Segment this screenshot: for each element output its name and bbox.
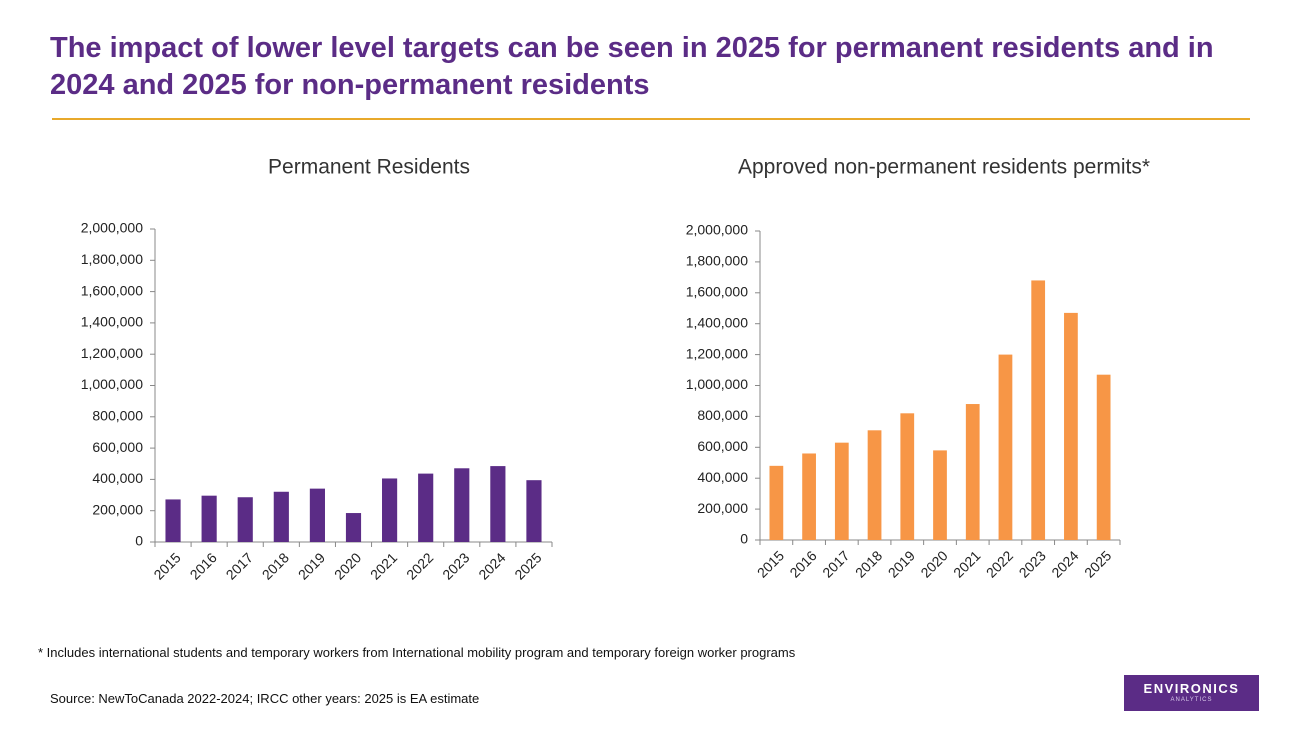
y-tick-label: 1,000,000: [81, 376, 143, 392]
x-tick-label: 2016: [786, 547, 819, 580]
x-tick-label: 2017: [223, 549, 256, 582]
bar: [526, 480, 542, 542]
bar: [867, 430, 882, 540]
x-tick-label: 2017: [819, 547, 852, 580]
bar: [802, 453, 816, 540]
y-tick-label: 0: [135, 533, 143, 549]
y-tick-label: 1,800,000: [81, 251, 143, 267]
x-tick-label: 2018: [852, 547, 885, 580]
x-tick-label: 2023: [439, 549, 472, 582]
y-tick-label: 800,000: [697, 407, 748, 423]
bar: [165, 499, 181, 542]
divider: [52, 118, 1250, 120]
y-tick-label: 200,000: [697, 500, 748, 516]
bar: [1031, 280, 1046, 540]
bar: [418, 473, 434, 542]
x-tick-label: 2021: [367, 549, 400, 582]
bar: [454, 468, 470, 542]
x-tick-label: 2024: [475, 549, 508, 582]
logo-tagline: ANALYTICS: [1170, 697, 1213, 703]
x-tick-label: 2020: [331, 549, 364, 582]
y-tick-label: 200,000: [92, 501, 143, 517]
logo: ENVIRONICS ANALYTICS: [1124, 675, 1259, 711]
x-tick-label: 2022: [403, 549, 436, 582]
bar: [900, 413, 915, 540]
bar: [1096, 374, 1111, 540]
y-tick-label: 1,600,000: [686, 284, 748, 300]
y-tick-label: 1,400,000: [686, 314, 748, 330]
bar: [1064, 312, 1078, 540]
bar: [965, 404, 980, 540]
chart: Approved non-permanent residents permits…: [686, 156, 1150, 581]
chart-title: Permanent Residents: [268, 156, 470, 179]
bar: [309, 488, 325, 542]
bar: [834, 442, 849, 540]
source: Source: NewToCanada 2022-2024; IRCC othe…: [50, 691, 480, 706]
footnote: * Includes international students and te…: [38, 645, 796, 660]
logo-name: ENVIRONICS: [1143, 681, 1240, 696]
x-tick-label: 2024: [1048, 547, 1081, 580]
y-tick-label: 2,000,000: [81, 220, 143, 236]
y-tick-label: 2,000,000: [686, 222, 748, 238]
y-tick-label: 400,000: [92, 470, 143, 486]
y-tick-label: 1,200,000: [686, 345, 748, 361]
y-tick-label: 1,200,000: [81, 345, 143, 361]
y-tick-label: 1,400,000: [81, 314, 143, 330]
x-tick-label: 2023: [1016, 547, 1049, 580]
y-tick-label: 800,000: [92, 408, 143, 424]
y-tick-label: 400,000: [697, 469, 748, 485]
y-tick-label: 1,000,000: [686, 376, 748, 392]
bar: [237, 497, 253, 542]
bar: [201, 495, 217, 542]
bar: [382, 478, 398, 542]
chart: Permanent Residents 0 200,000 400,000 600,00…: [81, 156, 553, 583]
y-tick-label: 1,600,000: [81, 282, 143, 298]
y-tick-label: 1,800,000: [686, 253, 748, 269]
x-tick-label: 2019: [295, 549, 328, 582]
slide-title: The impact of lower level targets can be…: [50, 32, 1214, 101]
x-tick-label: 2022: [983, 547, 1016, 580]
x-tick-label: 2021: [950, 547, 983, 580]
x-tick-label: 2015: [754, 547, 787, 580]
x-tick-label: 2016: [187, 549, 220, 582]
x-tick-label: 2015: [150, 549, 183, 582]
y-tick-label: 0: [740, 531, 748, 547]
bar: [769, 465, 784, 540]
bar: [998, 354, 1013, 540]
y-tick-label: 600,000: [697, 438, 748, 454]
x-tick-label: 2018: [259, 549, 292, 582]
x-tick-label: 2019: [885, 547, 918, 580]
bar: [345, 513, 362, 542]
x-tick-label: 2025: [1081, 547, 1114, 580]
bar: [273, 491, 289, 542]
x-tick-label: 2020: [917, 547, 950, 580]
bar: [490, 466, 506, 542]
y-tick-label: 600,000: [92, 439, 143, 455]
chart-title: Approved non-permanent residents permits…: [738, 156, 1150, 179]
charts: Permanent Residents 0 200,000 400,000 600,00…: [81, 156, 1150, 583]
bar: [933, 450, 947, 540]
x-tick-label: 2025: [511, 549, 544, 582]
